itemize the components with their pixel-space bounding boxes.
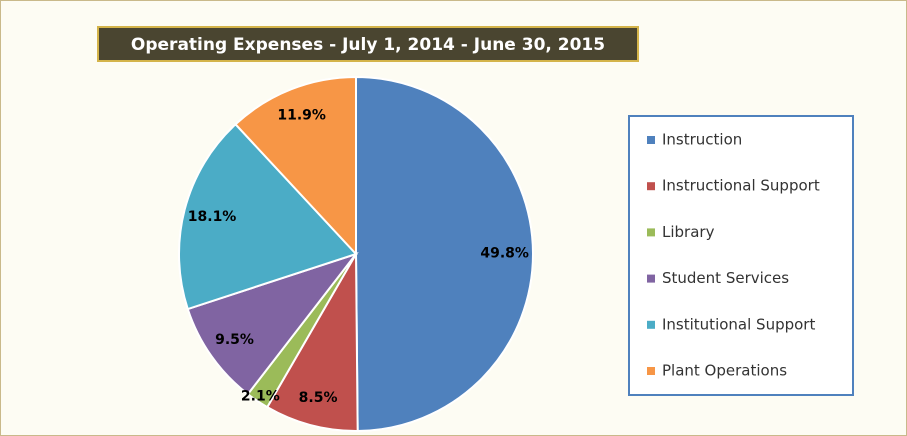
- pie-slice: [265, 250, 359, 432]
- legend-swatch: [647, 228, 655, 237]
- legend-box: [628, 115, 854, 396]
- pie-slice: [355, 75, 534, 433]
- data-label: 18.1%: [188, 209, 237, 225]
- data-label: 2.1%: [241, 389, 280, 405]
- pie-slice: [234, 75, 357, 257]
- data-label: 8.5%: [299, 390, 338, 406]
- legend-swatch: [647, 274, 655, 283]
- legend-label: Instructional Support: [662, 177, 820, 195]
- legend-swatch: [647, 182, 655, 191]
- pie-slice: [178, 122, 358, 311]
- pie-slice: [186, 252, 359, 396]
- legend-swatch: [647, 367, 655, 375]
- legend-label: Instruction: [662, 131, 742, 149]
- data-label: 49.8%: [480, 245, 529, 261]
- data-label: 11.9%: [277, 108, 326, 124]
- legend-label: Library: [662, 223, 715, 241]
- legend-swatch: [647, 136, 655, 144]
- data-label: 9.5%: [215, 332, 254, 348]
- legend-label: Student Services: [662, 269, 789, 287]
- legend-label: Institutional Support: [662, 315, 815, 333]
- legend-swatch: [647, 320, 655, 329]
- legend-label: Plant Operations: [662, 362, 787, 380]
- chart-title: Operating Expenses - July 1, 2014 - June…: [131, 35, 605, 55]
- title-box: [97, 26, 639, 62]
